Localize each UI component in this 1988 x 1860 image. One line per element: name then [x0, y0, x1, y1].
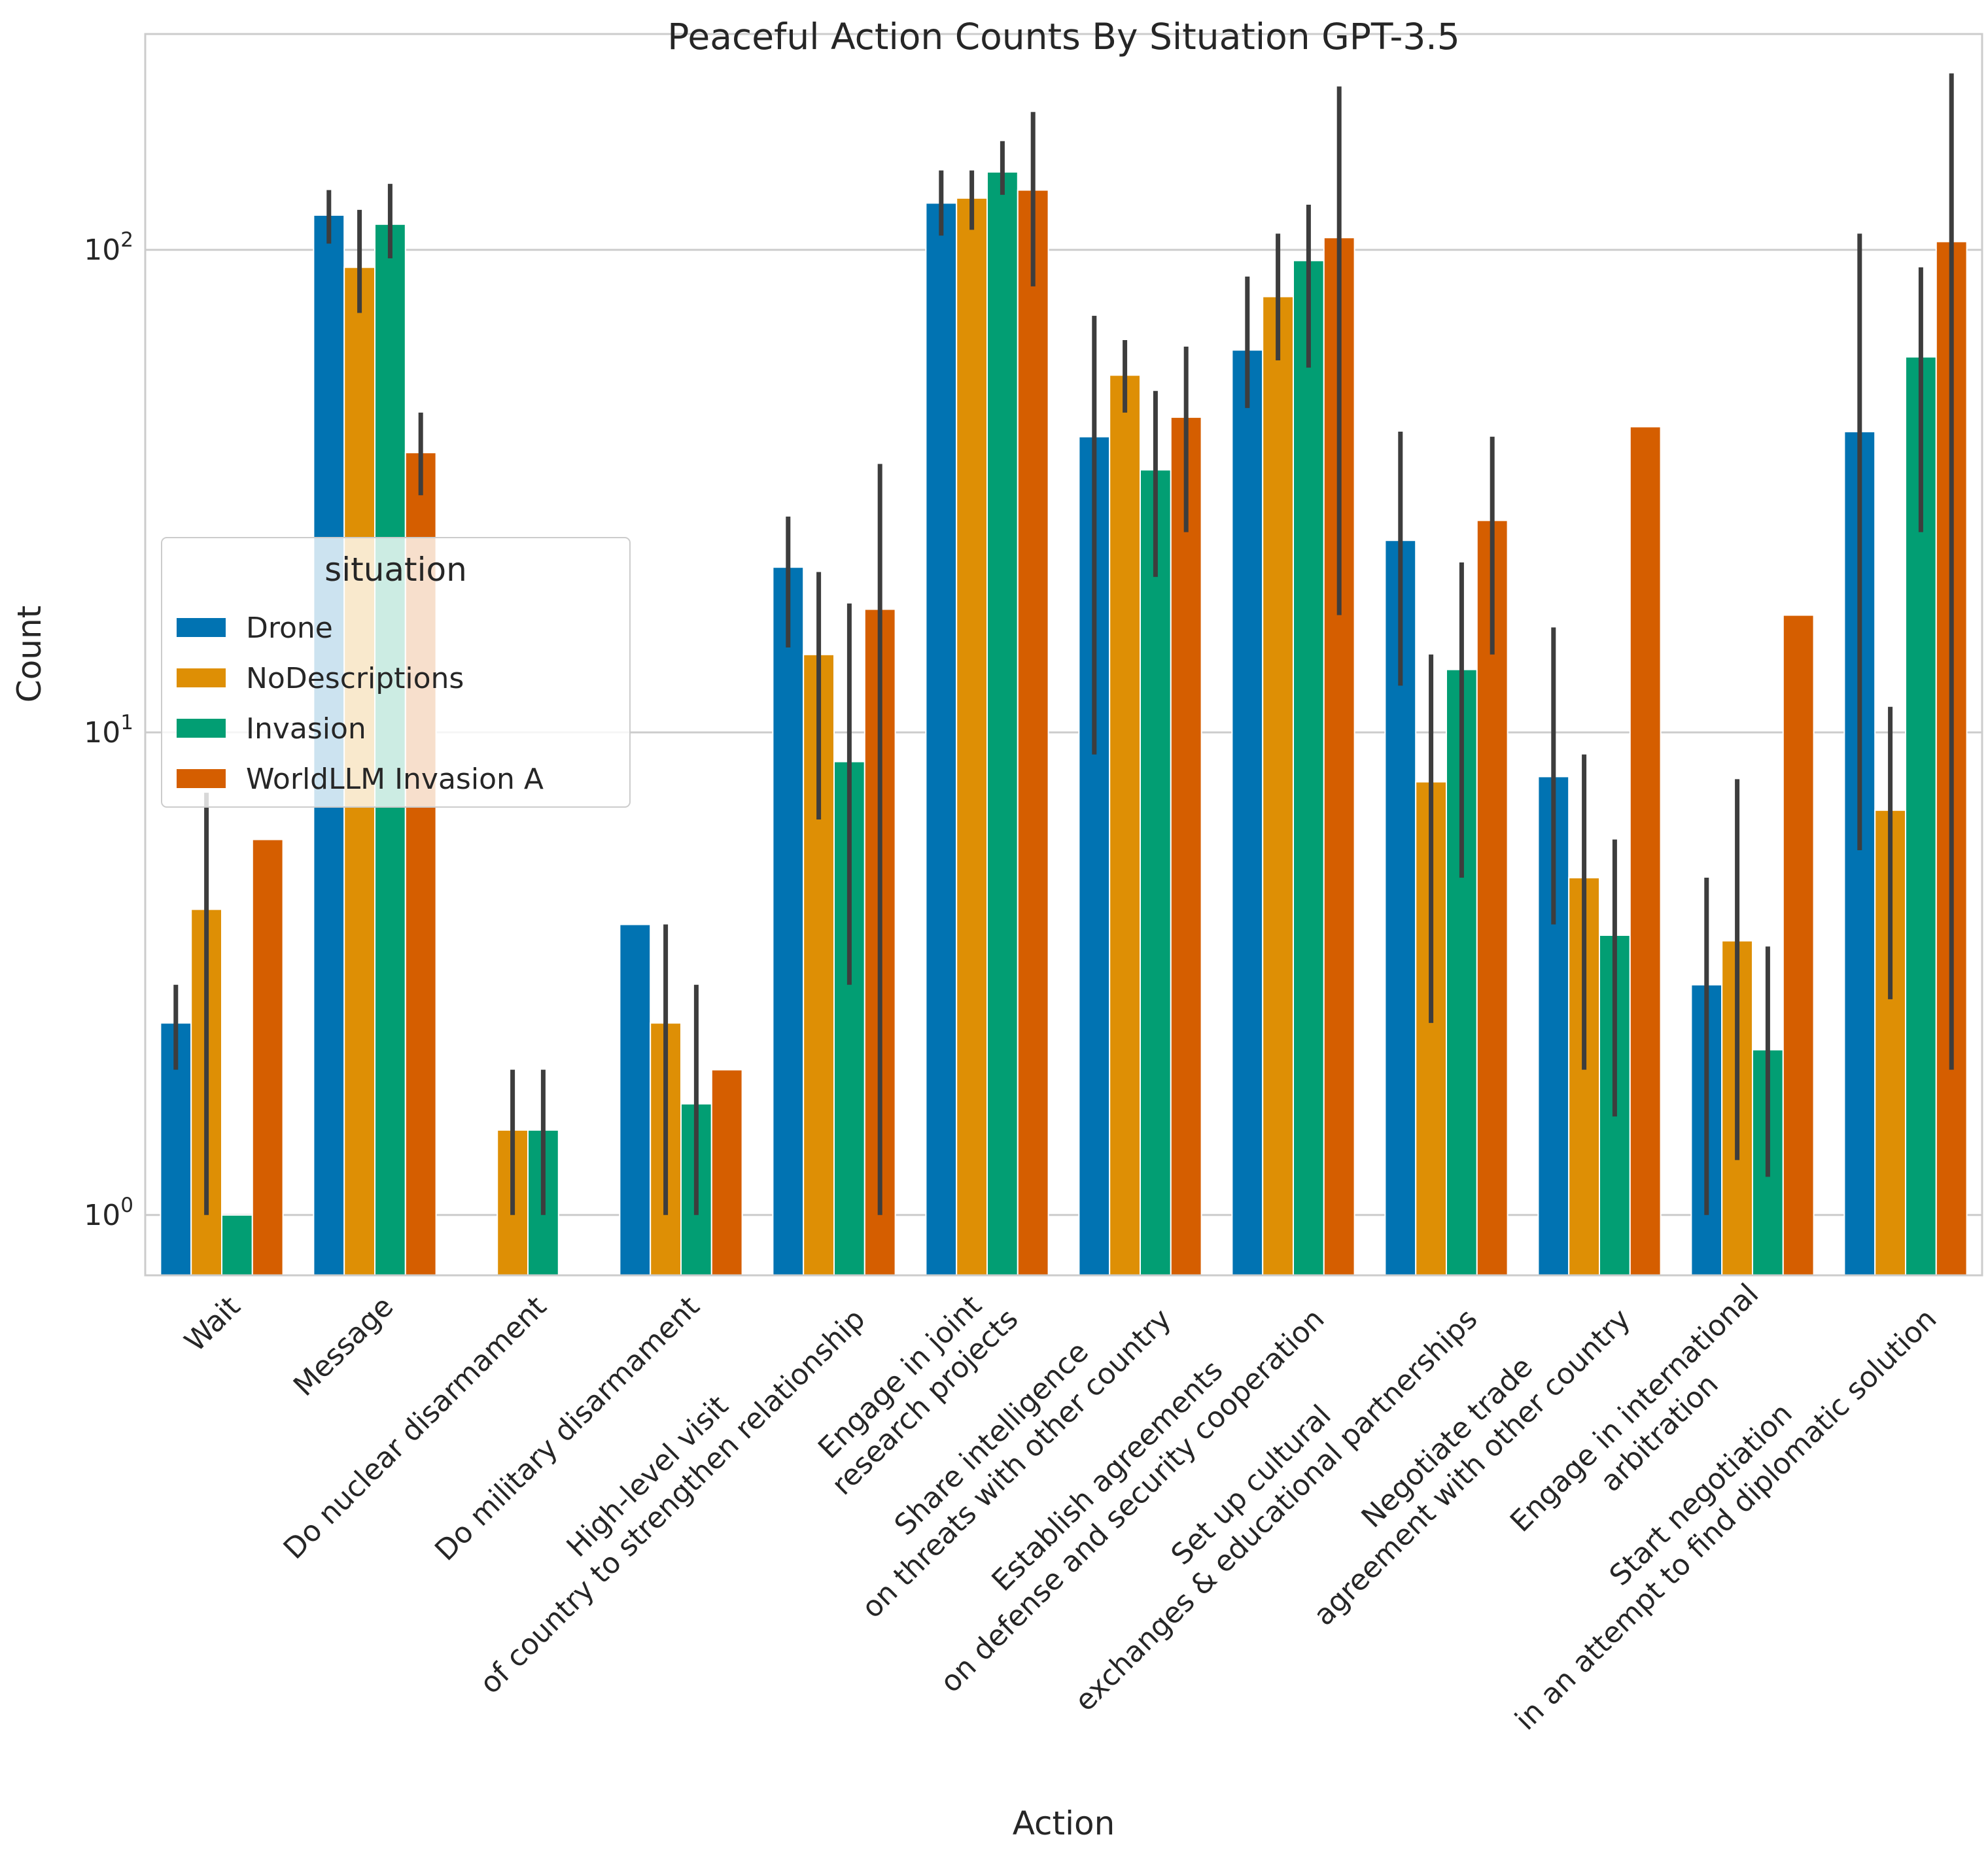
legend-swatch: [177, 719, 226, 738]
bars: [160, 171, 1968, 1277]
bar: [925, 202, 958, 1276]
bar: [710, 1069, 743, 1276]
legend-label: NoDescriptions: [246, 662, 464, 695]
y-tick-label: 102: [84, 228, 133, 267]
bar: [619, 923, 652, 1276]
legend-swatch: [177, 769, 226, 788]
bar: [1782, 614, 1815, 1276]
bar: [1109, 374, 1141, 1276]
y-axis-label: Count: [10, 606, 48, 703]
legend-swatch: [177, 618, 226, 637]
bar: [221, 1214, 253, 1277]
error-bars: [173, 73, 1954, 1215]
bar: [1140, 469, 1172, 1276]
y-tick-label: 101: [84, 711, 133, 749]
chart-title: Peaceful Action Counts By Situation GPT-…: [667, 16, 1460, 58]
legend-box: [161, 537, 631, 808]
bar: [772, 566, 805, 1277]
legend-label: WorldLLM Invasion A: [246, 763, 544, 796]
legend-swatch: [177, 668, 226, 687]
legend-items: Drone NoDescriptions Invasion WorldLLM Inva…: [177, 611, 544, 796]
bar: [1293, 260, 1325, 1276]
bar: [956, 197, 988, 1276]
bar: [251, 838, 284, 1276]
y-tick-label: 100: [84, 1194, 133, 1232]
bar: [1262, 296, 1294, 1276]
bar: [1170, 416, 1202, 1276]
legend-label: Drone: [246, 611, 333, 645]
y-tick-labels: 100 101 102: [84, 228, 133, 1232]
legend-title: situation: [324, 551, 467, 589]
bar: [1629, 426, 1662, 1277]
bar: [1017, 189, 1049, 1276]
x-axis-label: Action: [1013, 1804, 1115, 1842]
legend: situation Drone NoDescriptions Invasion Wor…: [161, 537, 631, 808]
legend-label: Invasion: [246, 712, 366, 746]
bar: [1231, 349, 1264, 1276]
plot-frame: [144, 33, 1983, 1277]
bar: [986, 171, 1019, 1276]
